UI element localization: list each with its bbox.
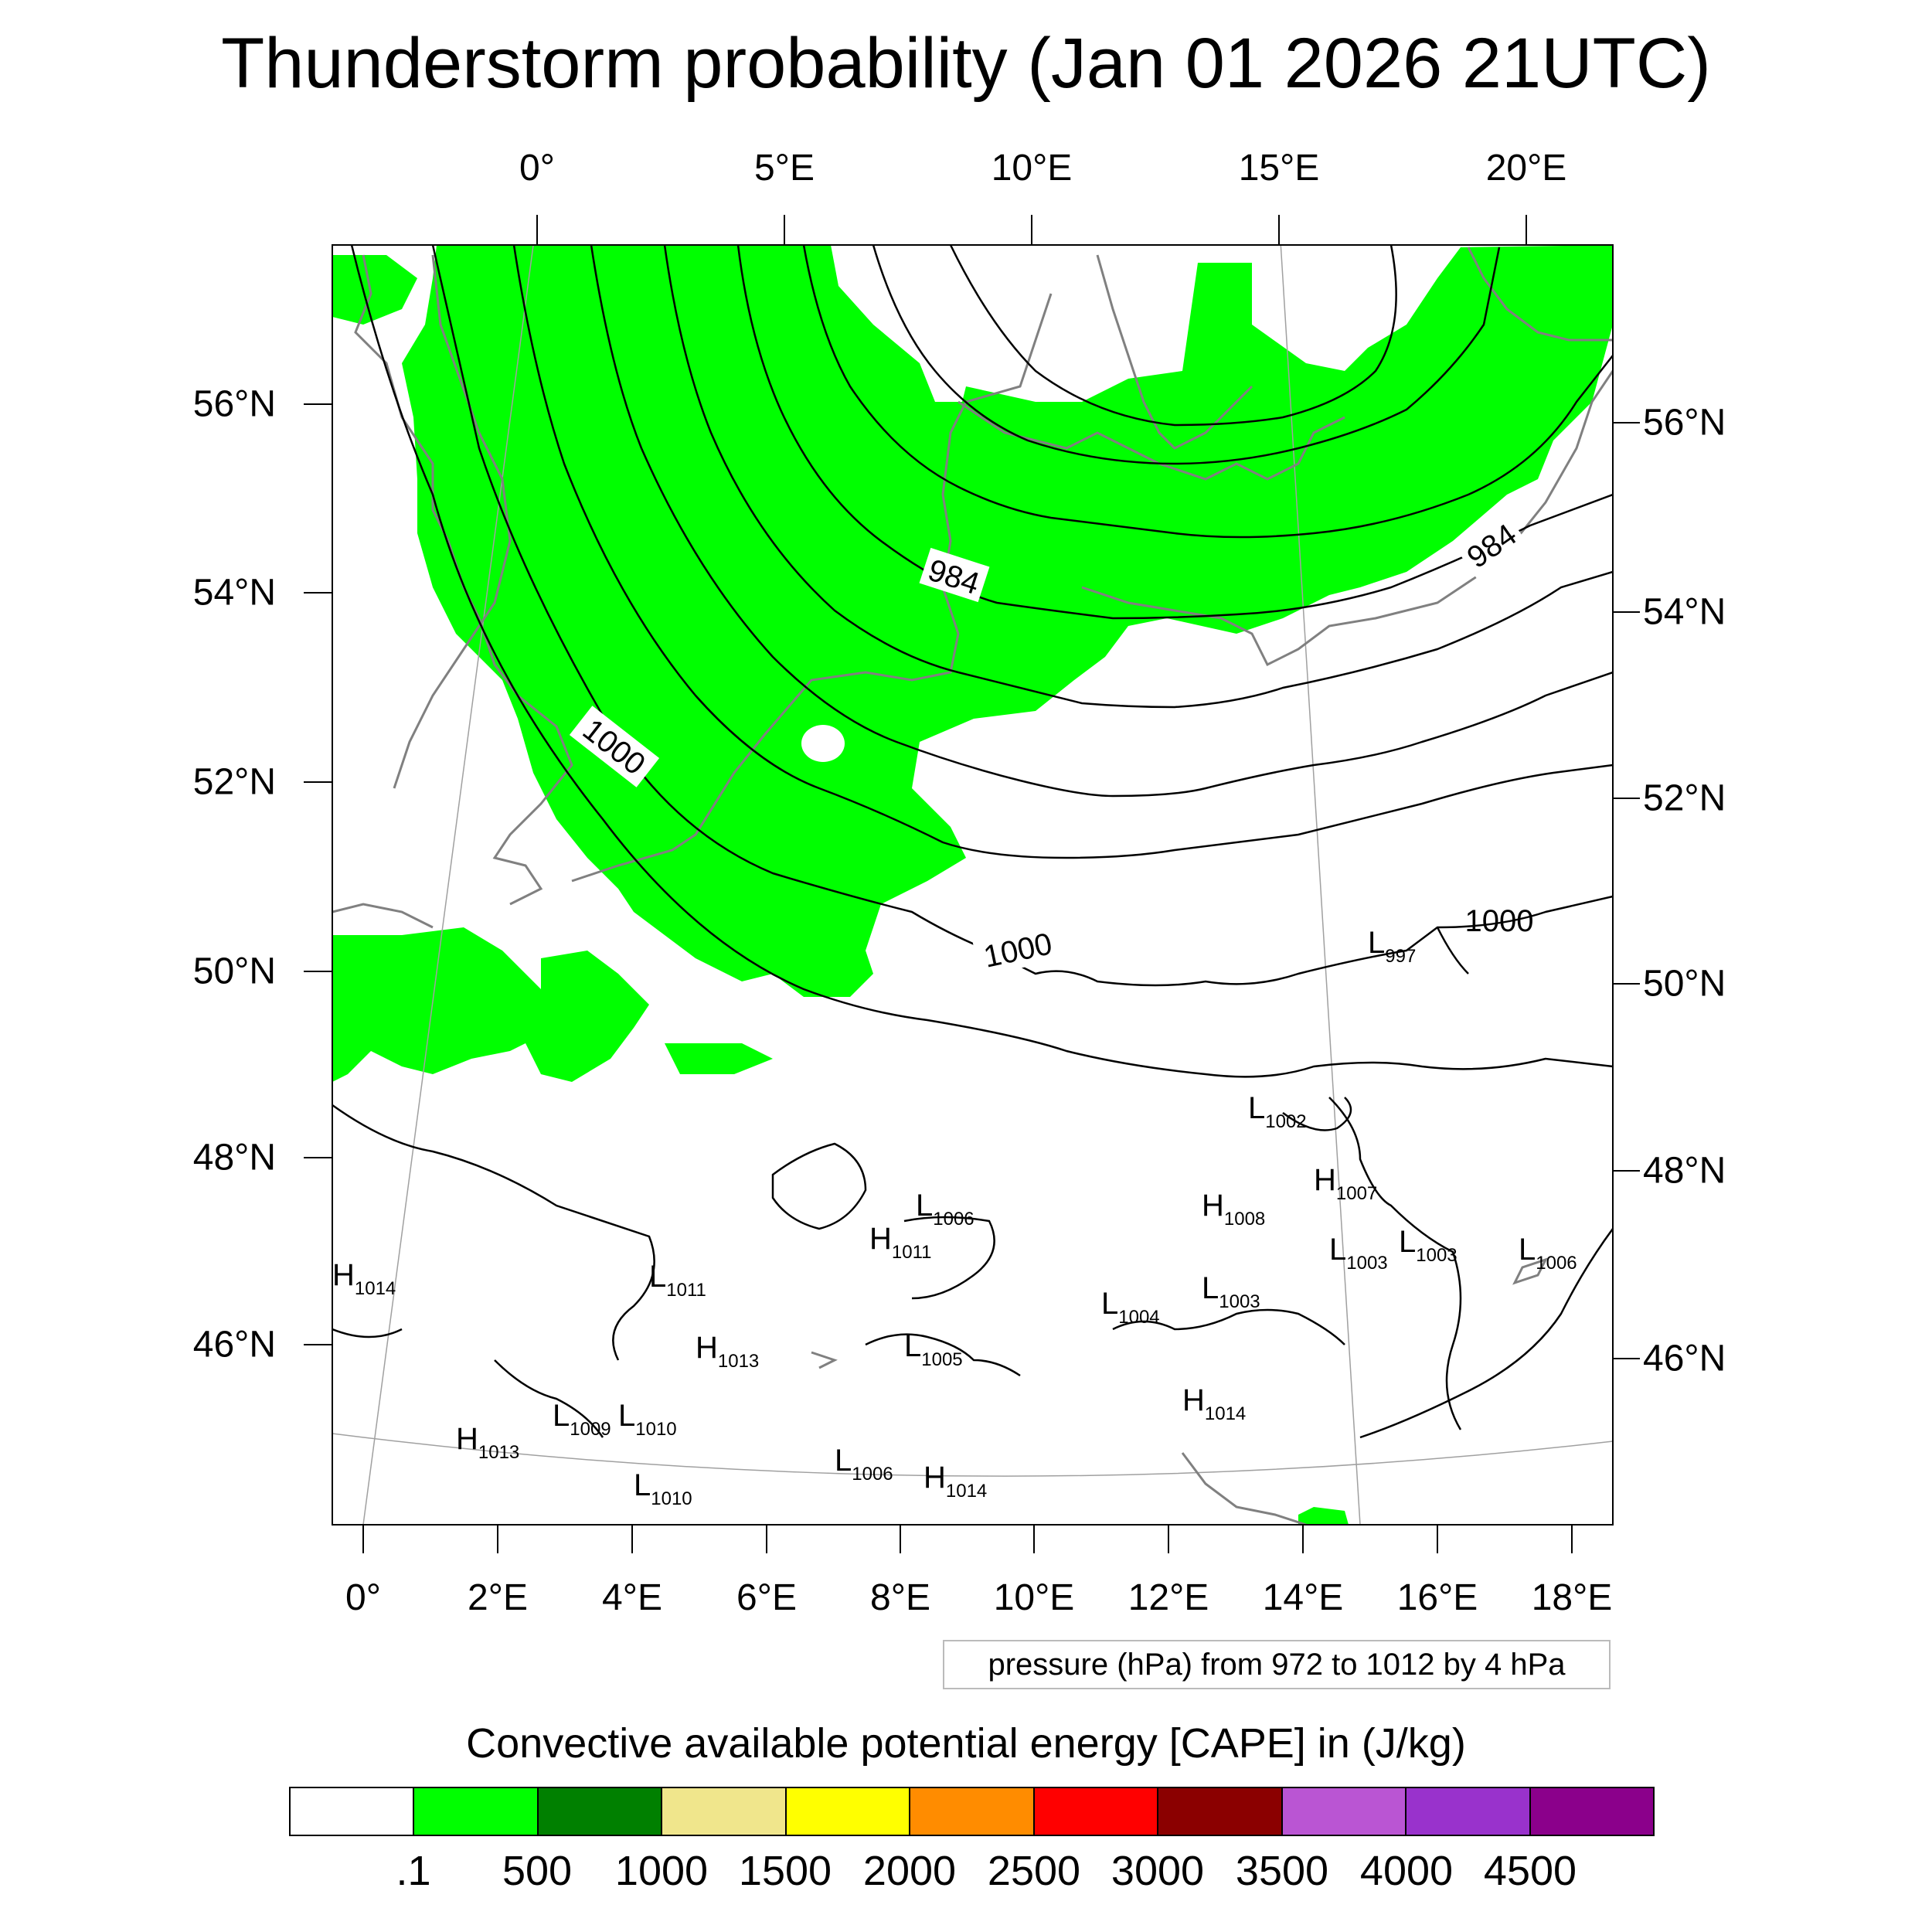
- cape-region-patch: [665, 1043, 773, 1074]
- right-lat-label: 50°N: [1643, 963, 1726, 1005]
- right-lat-label: 56°N: [1643, 402, 1726, 444]
- pressure-center: L1009: [553, 1399, 611, 1440]
- bottom-lon-label: 18°E: [1531, 1577, 1613, 1618]
- pressure-center: H1014: [923, 1461, 987, 1502]
- map-title: Thunderstorm probability (Jan 01 2026 21…: [221, 24, 1711, 103]
- isobars: [332, 245, 1613, 1439]
- pressure-center: L1010: [618, 1399, 677, 1440]
- cape-region-main: [402, 245, 1613, 997]
- coastline: [332, 247, 1613, 1525]
- pressure-center: L1006: [916, 1189, 975, 1230]
- colorbar-tick: 1500: [738, 1848, 832, 1894]
- pressure-center: L1003: [1329, 1233, 1388, 1274]
- colorbar-tick: 3500: [1235, 1848, 1329, 1894]
- cape-fill: [332, 245, 1613, 1525]
- pressure-center: H1014: [1182, 1383, 1246, 1424]
- cape-region-nw: [332, 255, 417, 325]
- pressure-center: L1011: [649, 1260, 706, 1301]
- colorbar: [289, 1787, 1655, 1836]
- colorbar-swatch: [1406, 1788, 1531, 1835]
- tick-marks: [304, 215, 1640, 1553]
- pressure-center: L1010: [634, 1468, 692, 1509]
- left-lat-label: 46°N: [192, 1324, 276, 1366]
- colorbar-swatch: [1158, 1788, 1283, 1835]
- pressure-center: L1006: [835, 1444, 893, 1485]
- top-lon-label: 10°E: [991, 148, 1073, 189]
- top-lon-label: 15°E: [1238, 148, 1320, 189]
- colorbar-swatch: [662, 1788, 787, 1835]
- pressure-center: H1013: [456, 1422, 519, 1463]
- right-lat-label: 52°N: [1643, 777, 1726, 819]
- bottom-lon-label: 10°E: [993, 1577, 1075, 1618]
- colorbar-swatch: [910, 1788, 1035, 1835]
- colorbar-tick: 1000: [614, 1848, 709, 1894]
- colorbar-tick: 2000: [862, 1848, 957, 1894]
- colorbar-tick: 4500: [1483, 1848, 1577, 1894]
- left-lat-label: 54°N: [192, 572, 276, 614]
- pressure-center: L997: [1368, 926, 1416, 967]
- right-lat-label: 54°N: [1643, 591, 1726, 633]
- cape-region-south: [526, 951, 649, 1082]
- pressure-center: L1005: [904, 1329, 963, 1370]
- bottom-lon-label: 12°E: [1128, 1577, 1209, 1618]
- bottom-lon-label: 6°E: [736, 1577, 797, 1618]
- pressure-legend-note: pressure (hPa) from 972 to 1012 by 4 hPa: [943, 1640, 1611, 1689]
- bottom-lon-label: 0°: [345, 1577, 381, 1618]
- pressure-center: H1013: [696, 1331, 759, 1372]
- colorbar-swatch: [786, 1788, 911, 1835]
- cape-region-west: [332, 927, 556, 1082]
- pressure-center: H1011: [869, 1222, 932, 1263]
- pressure-center: L1003: [1202, 1271, 1260, 1312]
- bottom-lon-label: 4°E: [602, 1577, 662, 1618]
- colorbar-tick: 500: [502, 1848, 573, 1894]
- left-lat-label: 50°N: [192, 951, 276, 992]
- colorbar-tick: 3000: [1111, 1848, 1205, 1894]
- right-lat-label: 46°N: [1643, 1338, 1726, 1379]
- map-frame: [332, 244, 1614, 1526]
- pressure-center: L1002: [1248, 1091, 1307, 1132]
- colorbar-swatch: [414, 1788, 539, 1835]
- contour-labels: 984 984 1000 1000 1000: [569, 512, 1534, 977]
- isobar-label: 1000: [981, 927, 1055, 975]
- colorbar-tick: 2500: [987, 1848, 1081, 1894]
- colorbar-swatch: [1034, 1788, 1159, 1835]
- colorbar-tick: 4000: [1359, 1848, 1454, 1894]
- bottom-lon-label: 14°E: [1262, 1577, 1344, 1618]
- colorbar-swatch: [291, 1788, 415, 1835]
- colorbar-tick: .1: [396, 1848, 431, 1894]
- pressure-center: H1014: [332, 1258, 396, 1299]
- bottom-lon-label: 8°E: [870, 1577, 930, 1618]
- pressure-center: H1007: [1314, 1163, 1377, 1204]
- pressure-center: L1006: [1519, 1233, 1577, 1274]
- pressure-center: H1008: [1202, 1189, 1265, 1230]
- left-lat-label: 52°N: [192, 761, 276, 803]
- isobar-label: 1000: [1465, 904, 1534, 938]
- cape-region-alps: [1298, 1507, 1349, 1525]
- right-lat-label: 48°N: [1643, 1150, 1726, 1192]
- top-lon-label: 0°: [519, 148, 555, 189]
- top-lon-label: 5°E: [754, 148, 815, 189]
- bottom-lon-label: 16°E: [1396, 1577, 1478, 1618]
- pressure-center: L1003: [1399, 1225, 1458, 1266]
- pressure-centers: L997 L1002 H1007 H1014 L1006 H1011 H1008…: [332, 926, 1577, 1509]
- colorbar-title: Convective available potential energy [C…: [466, 1720, 1466, 1767]
- top-lon-label: 20°E: [1485, 148, 1567, 189]
- pressure-center: L1004: [1101, 1287, 1160, 1328]
- colorbar-swatch: [1530, 1788, 1653, 1835]
- colorbar-swatch: [1282, 1788, 1407, 1835]
- colorbar-swatch: [538, 1788, 663, 1835]
- cape-hole: [801, 725, 845, 762]
- graticule: [332, 245, 1613, 1525]
- bottom-lon-label: 2°E: [468, 1577, 528, 1618]
- left-lat-label: 56°N: [192, 383, 276, 425]
- left-lat-label: 48°N: [192, 1137, 276, 1179]
